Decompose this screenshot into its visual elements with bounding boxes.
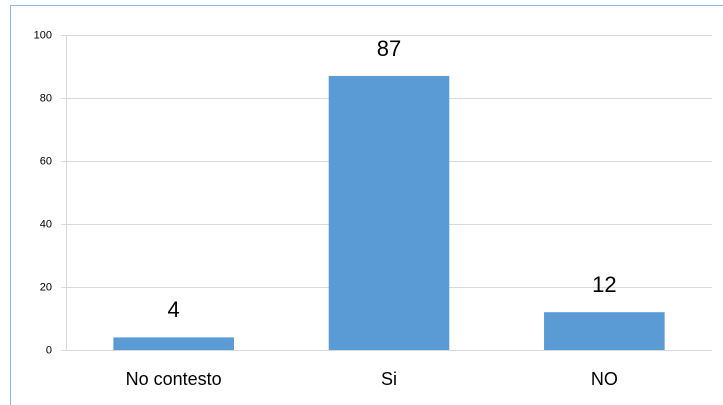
y-tick-label: 40 [40,218,52,230]
y-tick-label: 80 [40,92,52,104]
x-tick-label: NO [591,369,618,389]
data-label: 4 [168,297,180,322]
y-tick-label: 100 [34,29,52,41]
bar [328,75,450,350]
y-tick-label: 20 [40,281,52,293]
bar [113,337,234,350]
bar [544,312,665,350]
data-label: 12 [592,272,616,297]
y-tick-label: 60 [40,155,52,167]
data-label: 87 [377,36,401,61]
x-tick-label: Si [381,369,397,389]
x-tick-label: No contesto [126,369,222,389]
y-tick-label: 0 [46,344,52,356]
